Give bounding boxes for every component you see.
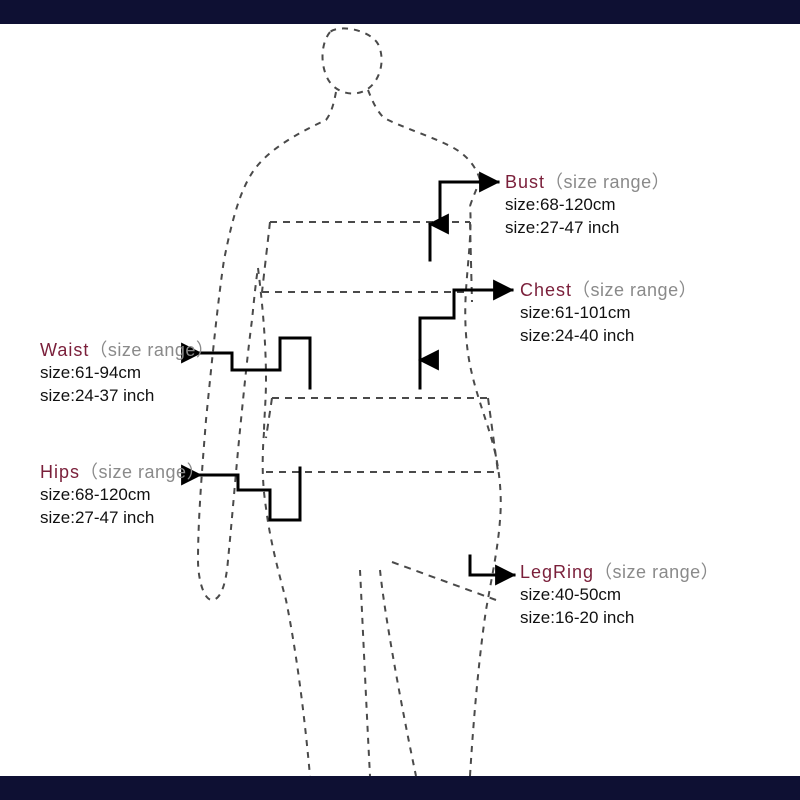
label-paren: （size range） [80,462,205,482]
body-outline [198,28,501,776]
label-name: Chest [520,280,572,300]
label-inch: size:16-20 inch [520,607,719,630]
label-hips: Hips（size range） size:68-120cm size:27-4… [40,460,205,530]
callout-arrows [200,182,514,575]
label-inch: size:27-47 inch [40,507,205,530]
label-chest: Chest（size range） size:61-101cm size:24-… [520,278,697,348]
label-inch: size:27-47 inch [505,217,670,240]
label-legring: LegRing（size range） size:40-50cm size:16… [520,560,719,630]
label-waist: Waist（size range） size:61-94cm size:24-3… [40,338,214,408]
label-title: Hips（size range） [40,460,205,484]
label-paren: （size range） [594,562,719,582]
label-cm: size:68-120cm [505,194,670,217]
label-title: Waist（size range） [40,338,214,362]
label-name: LegRing [520,562,594,582]
label-name: Hips [40,462,80,482]
label-cm: size:61-101cm [520,302,697,325]
label-cm: size:61-94cm [40,362,214,385]
label-cm: size:68-120cm [40,484,205,507]
label-title: Chest（size range） [520,278,697,302]
label-name: Waist [40,340,89,360]
label-paren: （size range） [572,280,697,300]
label-name: Bust [505,172,545,192]
label-paren: （size range） [89,340,214,360]
label-paren: （size range） [545,172,670,192]
label-title: LegRing（size range） [520,560,719,584]
size-chart-diagram: { "strip_color": "#0e1033", "background_… [0,0,800,800]
label-bust: Bust（size range） size:68-120cm size:27-4… [505,170,670,240]
label-cm: size:40-50cm [520,584,719,607]
label-title: Bust（size range） [505,170,670,194]
label-inch: size:24-37 inch [40,385,214,408]
label-inch: size:24-40 inch [520,325,697,348]
measurement-bands [262,222,498,600]
